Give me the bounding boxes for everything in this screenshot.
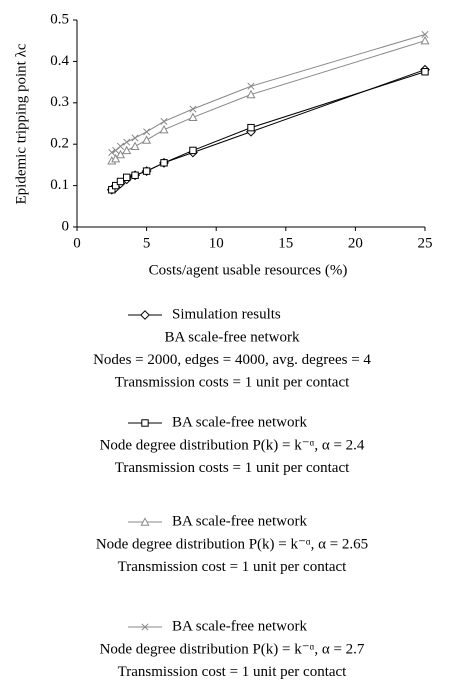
marker: [111, 181, 120, 190]
marker: [142, 167, 151, 175]
marker: [420, 35, 430, 45]
legend-description: Transmission cost = 1 unit per contact: [118, 664, 348, 680]
marker: [142, 135, 152, 144]
marker: [122, 173, 131, 182]
legend-label: Simulation results: [172, 306, 281, 322]
marker: [188, 112, 198, 121]
marker: [421, 68, 429, 76]
marker: [143, 128, 151, 136]
legend-description: Transmission costs = 1 unit per contact: [115, 374, 350, 390]
x-tick-label: 10: [209, 235, 224, 251]
x-axis-label: Costs/agent usable resources (%): [149, 262, 348, 278]
marker: [189, 105, 197, 113]
marker: [108, 148, 116, 157]
marker: [247, 123, 255, 132]
x-tick-label: 20: [348, 235, 363, 251]
legend-label: BA scale-free network: [172, 513, 307, 529]
y-tick-label: 0: [62, 218, 70, 234]
marker: [122, 145, 132, 155]
y-tick-label: 0.2: [50, 136, 69, 152]
marker: [159, 124, 169, 134]
marker: [421, 30, 429, 39]
y-tick-label: 0.4: [50, 53, 69, 69]
y-tick-label: 0.1: [50, 177, 69, 193]
x-tick-label: 25: [418, 235, 433, 251]
x-tick-label: 5: [143, 235, 151, 251]
marker: [247, 82, 255, 90]
marker: [116, 177, 125, 186]
marker: [123, 138, 131, 146]
marker: [111, 153, 121, 163]
y-tick-label: 0.5: [50, 11, 69, 27]
series-line: [111, 34, 426, 153]
marker: [140, 310, 150, 320]
marker: [115, 149, 126, 159]
marker: [108, 186, 116, 194]
marker: [246, 89, 256, 99]
marker: [116, 142, 125, 150]
marker: [130, 141, 140, 150]
legend-description: Node degree distribution P(k) = k⁻ᵅ, α =…: [100, 437, 365, 453]
legend-label: BA scale-free network: [172, 414, 307, 430]
y-tick-label: 0.3: [50, 94, 69, 110]
y-axis-label: Epidemic tripping point λc: [13, 43, 29, 204]
marker: [141, 419, 149, 427]
legend-description: Node degree distribution P(k) = k⁻ᵅ, α =…: [96, 536, 368, 552]
marker: [141, 623, 149, 631]
legend-description: Nodes = 2000, edges = 4000, avg. degrees…: [93, 352, 371, 368]
marker: [140, 517, 150, 526]
legend-description: BA scale-free network: [165, 329, 300, 345]
series-line: [111, 40, 426, 162]
legend-description: Transmission cost = 1 unit per contact: [118, 559, 348, 575]
marker: [160, 117, 168, 125]
marker: [131, 134, 139, 142]
marker: [189, 146, 197, 155]
marker: [160, 159, 168, 167]
x-tick-label: 15: [278, 235, 293, 251]
marker: [131, 171, 139, 179]
legend-description: Transmission costs = 1 unit per contact: [115, 460, 350, 476]
legend-label: BA scale-free network: [172, 618, 307, 634]
series-line: [111, 69, 426, 191]
x-tick-label: 0: [73, 235, 81, 251]
legend-description: Node degree distribution P(k) = k⁻ᵅ, α =…: [100, 641, 365, 657]
